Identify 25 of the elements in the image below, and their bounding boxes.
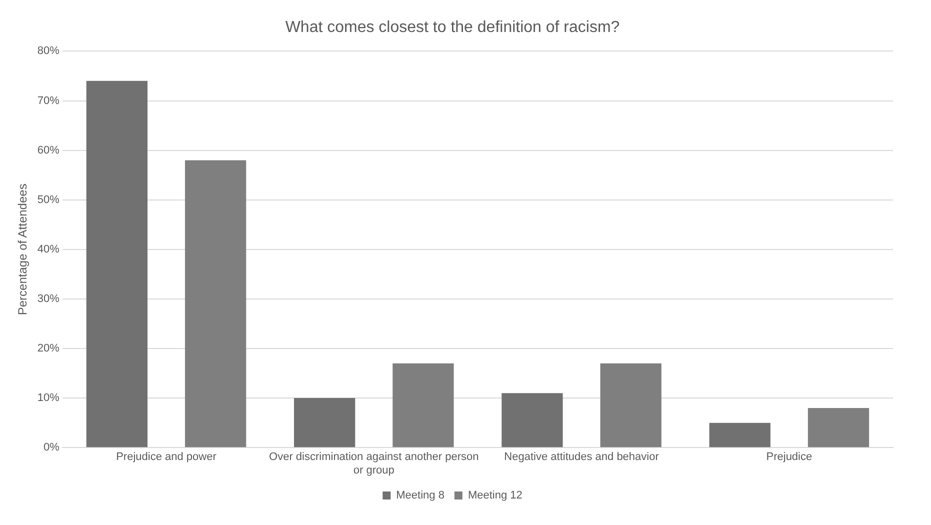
bar (808, 408, 870, 448)
y-tick-label: 50% (37, 194, 60, 206)
legend-label: Meeting 8 (396, 490, 444, 502)
x-tick-label: Prejudice (766, 451, 812, 464)
y-tick-label: 30% (37, 292, 60, 305)
y-tick-label: 40% (37, 243, 60, 256)
bar (502, 393, 563, 448)
bar (709, 422, 770, 448)
legend-label: Meeting 12 (468, 490, 522, 502)
y-tick-label: 70% (37, 94, 60, 107)
x-tick-label: Negative attitudes and behavior (504, 451, 660, 464)
y-tick-label: 20% (37, 342, 60, 355)
bar (392, 363, 454, 448)
chart-title: What comes closest to the definition of racism? (285, 19, 620, 36)
y-axis-title: Percentage of Attendees (16, 184, 30, 316)
x-tick-label: Over discrimination against another person or group (269, 451, 479, 476)
bar (600, 363, 662, 448)
y-tick-label: 0% (44, 442, 60, 454)
y-tick-label: 10% (37, 392, 60, 404)
x-tick-label: Prejudice and power (116, 451, 217, 464)
y-tick-label: 60% (37, 144, 60, 156)
bar (184, 160, 246, 448)
y-tick-label: 80% (37, 45, 60, 58)
bar (86, 80, 148, 448)
bar (294, 398, 356, 448)
